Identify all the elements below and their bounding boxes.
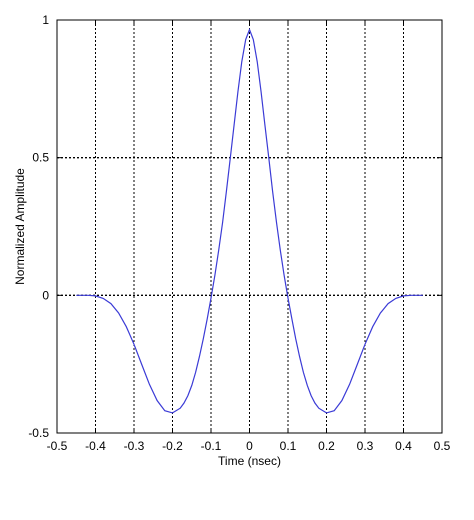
series-line: [76, 27, 423, 414]
y-tick-label: 0.5: [32, 151, 49, 165]
y-tick-labels: -0.5 0 0.5 1: [28, 13, 49, 440]
x-tick-label: -0.5: [47, 439, 68, 453]
x-tick-label: 0.4: [395, 439, 412, 453]
y-tick-label: 1: [42, 13, 49, 27]
x-tick-label: 0.1: [280, 439, 297, 453]
x-axis-label: Time (nsec): [218, 454, 281, 468]
x-tick-label: -0.2: [162, 439, 183, 453]
x-tick-label: 0.2: [318, 439, 335, 453]
x-tick-label: 0.3: [357, 439, 374, 453]
tick-marks: [56, 19, 443, 434]
x-tick-label: -0.3: [124, 439, 145, 453]
y-tick-label: -0.5: [28, 426, 49, 440]
x-tick-label: 0.5: [434, 439, 451, 453]
x-tick-label: 0: [246, 439, 253, 453]
y-axis-label: Normalized Amplitude: [13, 168, 27, 285]
grid-lines: [57, 20, 442, 433]
x-tick-label: -0.4: [85, 439, 106, 453]
x-tick-labels: -0.5 -0.4 -0.3 -0.2 -0.1 0 0.1 0.2 0.3 0.4 0.5: [47, 439, 451, 453]
x-tick-label: -0.1: [201, 439, 222, 453]
y-tick-label: 0: [42, 288, 49, 302]
